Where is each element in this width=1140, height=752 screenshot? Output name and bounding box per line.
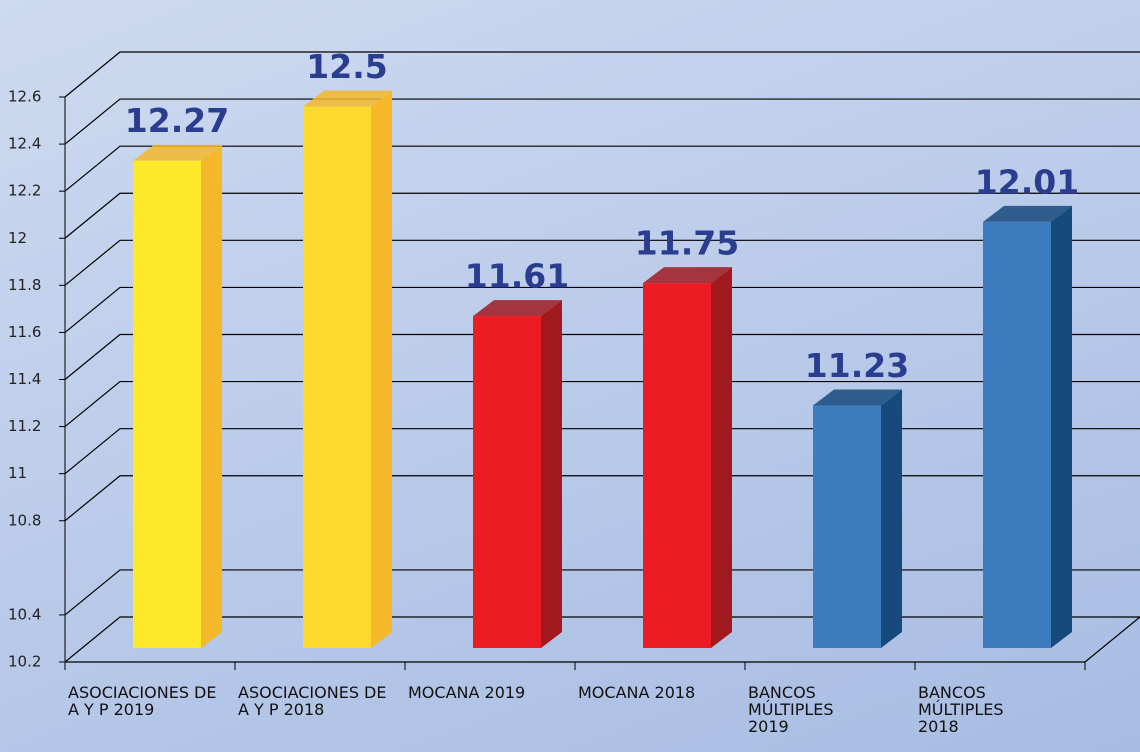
y-tick-label: 10.8 — [8, 511, 41, 529]
grid-line — [64, 569, 1140, 616]
y-tick-label: 12.6 — [8, 88, 41, 106]
x-tick-label: ASOCIACIONES DE A Y P 2018 — [238, 683, 387, 719]
y-tick-label: 10.2 — [8, 653, 41, 671]
y-tick-label: 11.8 — [8, 276, 41, 294]
y-tick-label: 10.4 — [8, 605, 41, 623]
grid-line — [64, 145, 1140, 192]
grid-line — [64, 239, 1140, 286]
bar-side — [371, 90, 392, 648]
grid-line — [64, 333, 1140, 380]
floor-edge — [65, 616, 1140, 663]
bar-side — [201, 144, 222, 648]
bar-top — [813, 389, 902, 406]
grid-line — [64, 475, 1140, 522]
x-tick-label: BANCOS MÚLTIPLES 2018 — [918, 683, 1004, 736]
grid-line — [64, 51, 1140, 98]
value-label: 11.75 — [635, 224, 739, 263]
bar-top — [473, 300, 562, 317]
bar-top — [303, 90, 392, 107]
bar — [643, 283, 711, 648]
grid-line — [64, 98, 1140, 145]
grid-line — [64, 380, 1140, 428]
grid-line — [64, 286, 1140, 333]
bar — [133, 160, 201, 648]
bar-side — [881, 389, 902, 648]
grid-line — [64, 616, 1140, 663]
bar — [303, 106, 371, 648]
bar-top — [133, 144, 222, 161]
value-label: 12.5 — [306, 47, 387, 86]
bar-side — [711, 267, 732, 648]
y-tick-label: 12.2 — [8, 182, 41, 200]
y-tick-label: 11.2 — [8, 417, 41, 435]
x-tick-label: MOCANA 2019 — [408, 683, 526, 702]
x-tick-label: BANCOS MÚLTIPLES 2019 — [748, 683, 834, 736]
bar-top — [983, 205, 1072, 222]
bar — [983, 221, 1051, 649]
y-tick-label: 12.4 — [8, 135, 41, 153]
y-tick-label: 11.6 — [8, 323, 41, 341]
y-tick-label: 12 — [8, 229, 27, 247]
x-tick-label: ASOCIACIONES DE A Y P 2019 — [68, 683, 217, 719]
grid-line — [64, 192, 1140, 239]
y-tick-label: 11 — [8, 464, 27, 482]
x-tick-label: MOCANA 2018 — [578, 683, 696, 702]
bar — [813, 405, 881, 648]
value-label: 12.27 — [125, 101, 229, 140]
bar-top — [643, 267, 732, 284]
y-tick-label: 11.4 — [8, 370, 41, 388]
bar-side — [541, 300, 562, 648]
value-label: 12.01 — [975, 162, 1079, 201]
value-label: 11.61 — [465, 257, 569, 296]
value-label: 11.23 — [805, 346, 909, 385]
bar — [473, 316, 541, 648]
grid-line — [64, 428, 1140, 475]
bar-side — [1051, 205, 1072, 649]
